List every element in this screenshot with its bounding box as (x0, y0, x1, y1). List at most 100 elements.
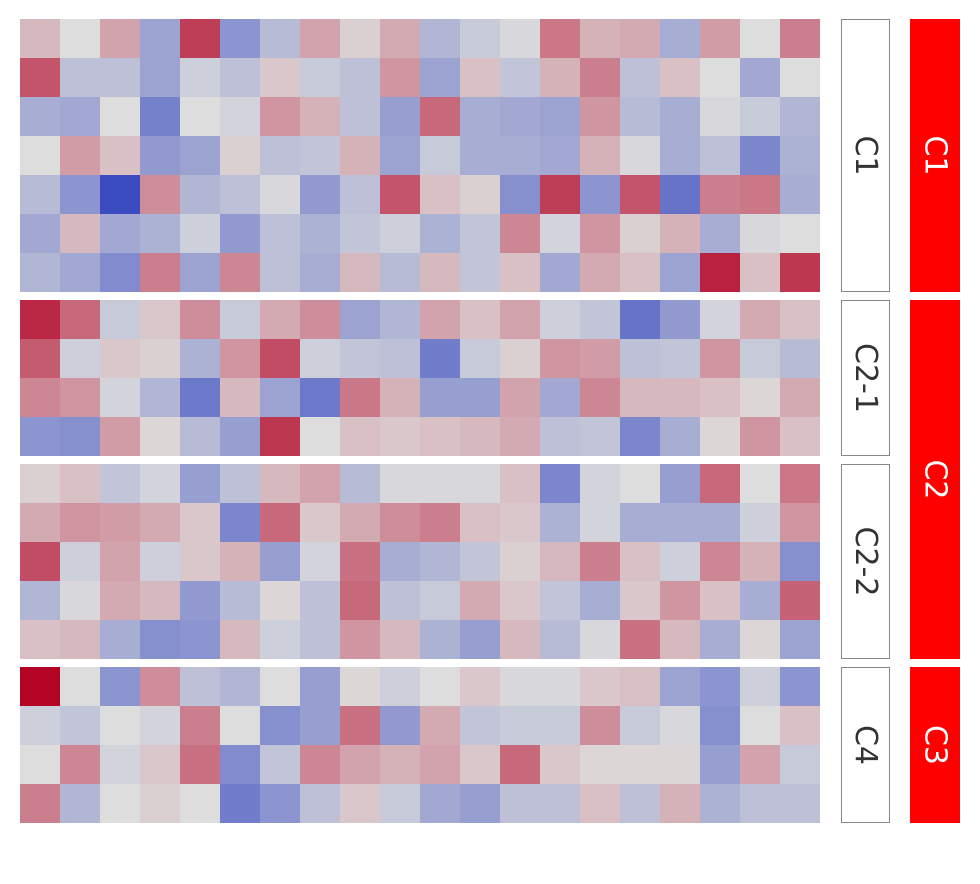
heatmap-cell (60, 464, 100, 503)
group-annotation: C1 C2 C3 (910, 19, 960, 823)
heatmap-cell (540, 503, 580, 542)
heatmap-cell (100, 97, 140, 136)
heatmap-cell (660, 253, 700, 292)
heatmap-cell (60, 253, 100, 292)
heatmap-cell (180, 417, 220, 456)
group-label-text: C3 (918, 725, 953, 765)
heatmap-cell (260, 175, 300, 214)
heatmap-cell (20, 58, 60, 97)
heatmap-cell (300, 214, 340, 253)
heatmap-cell (340, 97, 380, 136)
heatmap-cell (740, 542, 780, 581)
heatmap-cell (700, 97, 740, 136)
heatmap-cell (700, 745, 740, 784)
heatmap-cell (100, 667, 140, 706)
row-label-c1: C1 (841, 19, 890, 292)
heatmap-cell (260, 620, 300, 659)
row-label-c2-2: C2-2 (841, 464, 890, 659)
heatmap-cell (460, 620, 500, 659)
heatmap-cell (420, 58, 460, 97)
heatmap-cell (460, 97, 500, 136)
heatmap-cell (740, 503, 780, 542)
heatmap-cell (140, 378, 180, 417)
heatmap-cell (20, 667, 60, 706)
group-label-text: C2 (918, 459, 953, 499)
heatmap-cell (500, 417, 540, 456)
heatmap-cell (300, 339, 340, 378)
heatmap-cell (620, 339, 660, 378)
heatmap-cell (540, 542, 580, 581)
heatmap-cell (340, 19, 380, 58)
heatmap-cell (300, 464, 340, 503)
heatmap-cell (140, 745, 180, 784)
heatmap-cell (60, 706, 100, 745)
heatmap-cell (780, 214, 820, 253)
heatmap-cell (380, 745, 420, 784)
heatmap-cell (300, 300, 340, 339)
heatmap-cell (740, 464, 780, 503)
heatmap-cell (100, 58, 140, 97)
heatmap-cell (420, 542, 460, 581)
heatmap-cell (660, 378, 700, 417)
heatmap-cell (620, 784, 660, 823)
heatmap-cell (180, 136, 220, 175)
heatmap-cell (540, 136, 580, 175)
heatmap-cell (60, 503, 100, 542)
heatmap-cell (540, 253, 580, 292)
heatmap-cell (260, 503, 300, 542)
heatmap-cell (580, 378, 620, 417)
heatmap-cell (100, 214, 140, 253)
row-block-labels: C1 C2-1 C2-2 C4 (841, 19, 890, 823)
heatmap-cell (100, 784, 140, 823)
heatmap-cell (380, 542, 420, 581)
heatmap-cell (380, 19, 420, 58)
heatmap-cell (540, 667, 580, 706)
heatmap-cell (340, 667, 380, 706)
heatmap-cell (380, 136, 420, 175)
heatmap-cell (300, 253, 340, 292)
heatmap-cell (260, 136, 300, 175)
heatmap-cell (660, 339, 700, 378)
heatmap-cell (500, 706, 540, 745)
heatmap-cell (540, 300, 580, 339)
group-label-text: C1 (918, 135, 953, 175)
heatmap-cell (660, 300, 700, 339)
heatmap-cell (420, 620, 460, 659)
heatmap-cell (620, 745, 660, 784)
heatmap-cell (740, 253, 780, 292)
heatmap-cell (300, 97, 340, 136)
heatmap-cell (220, 378, 260, 417)
heatmap-cell (180, 300, 220, 339)
heatmap-cell (60, 745, 100, 784)
heatmap-cell (100, 581, 140, 620)
heatmap-cell (660, 784, 700, 823)
heatmap-cell (580, 417, 620, 456)
row-label-box (841, 300, 890, 456)
heatmap-cells (20, 19, 820, 823)
heatmap-cell (340, 784, 380, 823)
heatmap-cell (140, 464, 180, 503)
heatmap-cell (780, 339, 820, 378)
heatmap-cell (140, 417, 180, 456)
heatmap-cell (740, 136, 780, 175)
heatmap-cell (260, 97, 300, 136)
heatmap-cell (100, 620, 140, 659)
heatmap-cell (140, 19, 180, 58)
heatmap-cell (220, 667, 260, 706)
heatmap-cell (140, 97, 180, 136)
heatmap-cell (180, 19, 220, 58)
heatmap-cell (500, 378, 540, 417)
heatmap-cell (540, 175, 580, 214)
heatmap-cell (100, 300, 140, 339)
heatmap-cell (60, 97, 100, 136)
heatmap-cell (460, 667, 500, 706)
heatmap-cell (20, 745, 60, 784)
heatmap-cell (580, 784, 620, 823)
heatmap-cell (140, 300, 180, 339)
heatmap-cell (180, 58, 220, 97)
heatmap-cell (300, 784, 340, 823)
heatmap-cell (780, 667, 820, 706)
heatmap-cell (220, 19, 260, 58)
heatmap-cell (340, 706, 380, 745)
